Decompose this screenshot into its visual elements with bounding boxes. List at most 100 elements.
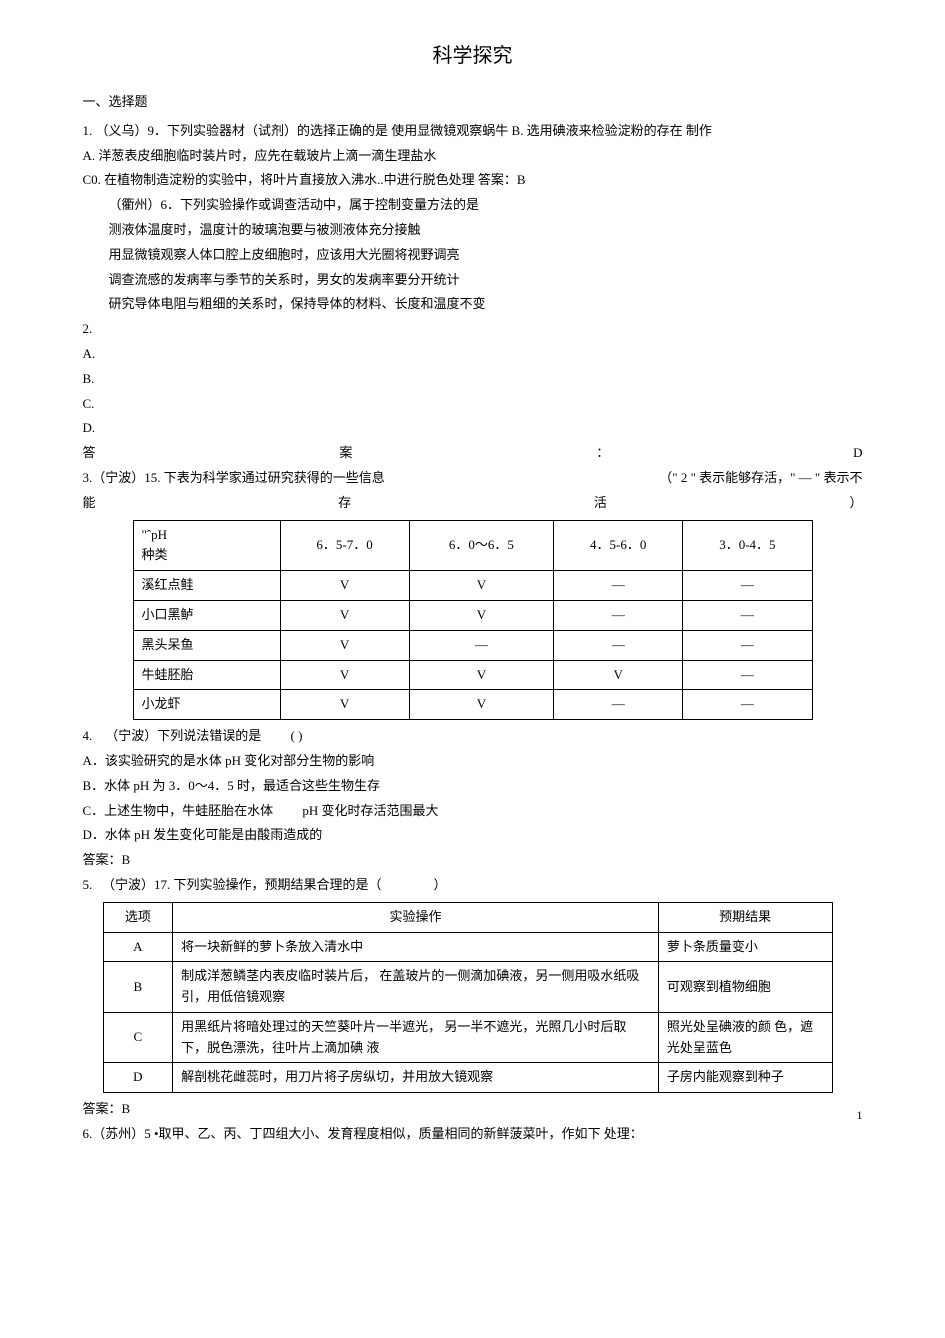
- q4-A: A．该实验研究的是水体 pH 变化对部分生物的影响: [83, 751, 863, 772]
- t1-r2c0: 黑头呆鱼: [133, 630, 280, 660]
- t2-r0-opt: A: [103, 932, 173, 962]
- page-number: 1: [857, 1106, 863, 1125]
- t1-r2c2: —: [409, 630, 553, 660]
- q1-num-stem: 1. （义乌）9．下列实验器材（试剂）的选择正确的是 使用显微镜观察蜗牛 B. …: [83, 121, 863, 142]
- table-experiment: 选项 实验操作 预期结果 A 将一块新鲜的萝卜条放入清水中 萝卜条质量变小 B …: [103, 902, 833, 1094]
- t1-r1c1: V: [280, 600, 409, 630]
- table-row: 溪红点鲑 V V — —: [133, 571, 812, 601]
- t2-r2-opt: C: [103, 1012, 173, 1063]
- q2-ans-c: ：: [596, 443, 609, 464]
- table1-header-row: "ˆpH 种类 6．5-7．0 6．0〜6．5 4．5-6．0 3．0-4．5: [133, 520, 812, 571]
- t2-r1-op: 制成洋葱鳞茎内表皮临时装片后， 在盖玻片的一侧滴加碘液，另一侧用吸水纸吸引，用低…: [173, 962, 659, 1013]
- q4-D: D．水体 pH 发生变化可能是由酸雨造成的: [83, 825, 863, 846]
- t1-h1: 6．5-7．0: [280, 520, 409, 571]
- q5-num: 5.: [83, 877, 93, 892]
- q2-C: C.: [83, 394, 863, 415]
- t2-h2: 预期结果: [658, 902, 832, 932]
- q1-stem: （义乌）9．下列实验器材（试剂）的选择正确的是 使用显微镜观察蜗牛 B. 选用碘…: [96, 123, 712, 138]
- t1-r4c0: 小龙虾: [133, 690, 280, 720]
- t2-r3-opt: D: [103, 1063, 173, 1093]
- table-row: A 将一块新鲜的萝卜条放入清水中 萝卜条质量变小: [103, 932, 832, 962]
- q1-C0: C0. 在植物制造淀粉的实验中，将叶片直接放入沸水..中进行脱色处理 答案：B: [83, 170, 863, 191]
- t1-r2c1: V: [280, 630, 409, 660]
- q4-B: B．水体 pH 为 3．0〜4．5 时，最适合这些生物生存: [83, 776, 863, 797]
- q4-C2: pH 变化时存活范围最大: [302, 803, 438, 818]
- doc-title: 科学探究: [83, 40, 863, 72]
- t1-r1c2: V: [409, 600, 553, 630]
- t1-r3c0: 牛蛙胚胎: [133, 660, 280, 690]
- t2-header-row: 选项 实验操作 预期结果: [103, 902, 832, 932]
- q4-paren: ( ): [291, 728, 303, 743]
- q2-D: D.: [83, 418, 863, 439]
- q4-line: 4. （宁波）下列说法错误的是 ( ): [83, 726, 863, 747]
- q2-answer-row: 答 案 ： D: [83, 443, 863, 464]
- q3-line1: 3.（宁波）15. 下表为科学家通过研究获得的一些信息 （" 2 " 表示能够存…: [83, 468, 863, 489]
- table-row: 小龙虾 V V — —: [133, 690, 812, 720]
- q3-line1b: （" 2 " 表示能够存活，" — " 表示不: [659, 468, 862, 489]
- t2-r2-op: 用黑纸片将暗处理过的天竺葵叶片一半遮光， 另一半不遮光，光照几小时后取下，脱色漂…: [173, 1012, 659, 1063]
- t1-r4c3: —: [554, 690, 683, 720]
- t1-r1c0: 小口黑鲈: [133, 600, 280, 630]
- table-row: 小口黑鲈 V V — —: [133, 600, 812, 630]
- t2-r3-op: 解剖桃花雌蕊时，用刀片将子房纵切，并用放大镜观察: [173, 1063, 659, 1093]
- t2-r2-res: 照光处呈碘液的颜 色，遮光处呈蓝色: [658, 1012, 832, 1063]
- table-row: 黑头呆鱼 V — — —: [133, 630, 812, 660]
- q3-line2c: 活: [594, 493, 607, 514]
- t1-r0c2: V: [409, 571, 553, 601]
- t1-r4c4: —: [683, 690, 812, 720]
- table-row: C 用黑纸片将暗处理过的天竺葵叶片一半遮光， 另一半不遮光，光照几小时后取下，脱…: [103, 1012, 832, 1063]
- table-row: B 制成洋葱鳞茎内表皮临时装片后， 在盖玻片的一侧滴加碘液，另一侧用吸水纸吸引，…: [103, 962, 832, 1013]
- q3-line2a: 能: [83, 493, 96, 514]
- q2-ans-l: 答: [83, 443, 96, 464]
- q1-sub1: （衢州）6．下列实验操作或调查活动中，属于控制变量方法的是: [83, 195, 863, 216]
- t1-r0c4: —: [683, 571, 812, 601]
- table-row: 牛蛙胚胎 V V V —: [133, 660, 812, 690]
- section-heading: 一、选择题: [83, 92, 863, 113]
- q2-num: 2.: [83, 319, 863, 340]
- q3-line1a: 3.（宁波）15. 下表为科学家通过研究获得的一些信息: [83, 468, 385, 489]
- q1-sub2: 测液体温度时，温度计的玻璃泡要与被测液体充分接触: [83, 220, 863, 241]
- q1-num: 1.: [83, 123, 93, 138]
- q4-stem: （宁波）下列说法错误的是: [105, 728, 261, 743]
- table-ph-species: "ˆpH 种类 6．5-7．0 6．0〜6．5 4．5-6．0 3．0-4．5 …: [133, 520, 813, 721]
- t1-h2: 6．0〜6．5: [409, 520, 553, 571]
- t1-r0c3: —: [554, 571, 683, 601]
- t1-r0c0: 溪红点鲑: [133, 571, 280, 601]
- t1-r1c3: —: [554, 600, 683, 630]
- table-row: D 解剖桃花雌蕊时，用刀片将子房纵切，并用放大镜观察 子房内能观察到种子: [103, 1063, 832, 1093]
- t1-h0: "ˆpH 种类: [133, 520, 280, 571]
- q4-ans: 答案：B: [83, 850, 863, 871]
- q5-ans: 答案：B: [83, 1099, 863, 1120]
- t2-r3-res: 子房内能观察到种子: [658, 1063, 832, 1093]
- t1-h3: 4．5-6．0: [554, 520, 683, 571]
- q2-B: B.: [83, 369, 863, 390]
- q4-C: C．上述生物中，牛蛙胚胎在水体 pH 变化时存活范围最大: [83, 801, 863, 822]
- t2-r0-op: 将一块新鲜的萝卜条放入清水中: [173, 932, 659, 962]
- t1-r3c3: V: [554, 660, 683, 690]
- q1-sub5: 研究导体电阻与粗细的关系时，保持导体的材料、长度和温度不变: [83, 294, 863, 315]
- q1-sub3: 用显微镜观察人体口腔上皮细胞时，应该用大光圈将视野调亮: [83, 245, 863, 266]
- q5-stem: （宁波）17. 下列实验操作，预期结果合理的是（: [102, 877, 382, 892]
- t1-r3c1: V: [280, 660, 409, 690]
- q3-line2b: 存: [338, 493, 351, 514]
- t1-r2c4: —: [683, 630, 812, 660]
- q5-line: 5. （宁波）17. 下列实验操作，预期结果合理的是（ ）: [83, 875, 863, 896]
- q4-C1: C．上述生物中，牛蛙胚胎在水体: [83, 803, 274, 818]
- t2-r1-opt: B: [103, 962, 173, 1013]
- t1-r2c3: —: [554, 630, 683, 660]
- q2-A: A.: [83, 344, 863, 365]
- t1-r3c2: V: [409, 660, 553, 690]
- q2-ans-m: 案: [339, 443, 352, 464]
- t2-r1-res: 可观察到植物细胞: [658, 962, 832, 1013]
- t1-r0c1: V: [280, 571, 409, 601]
- q1-A: A. 洋葱表皮细胞临时装片时，应先在载玻片上滴一滴生理盐水: [83, 146, 863, 167]
- q1-sub4: 调查流感的发病率与季节的关系时，男女的发病率要分开统计: [83, 270, 863, 291]
- q5-paren: ）: [434, 877, 447, 892]
- q3-line2d: ）: [849, 493, 862, 514]
- t1-h4: 3．0-4．5: [683, 520, 812, 571]
- q4-num: 4.: [83, 728, 93, 743]
- t2-r0-res: 萝卜条质量变小: [658, 932, 832, 962]
- t2-h0: 选项: [103, 902, 173, 932]
- t1-r4c1: V: [280, 690, 409, 720]
- q3-line2: 能 存 活 ）: [83, 493, 863, 514]
